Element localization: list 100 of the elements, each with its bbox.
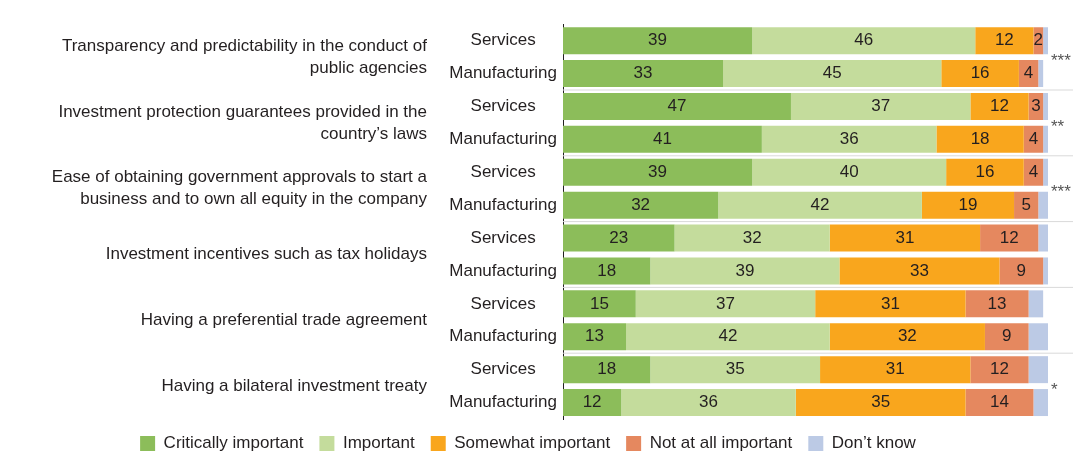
data-label: 9	[1016, 260, 1027, 280]
bar	[563, 356, 651, 384]
bar	[839, 257, 1000, 285]
bar	[1038, 191, 1048, 219]
data-label: 12	[582, 392, 602, 412]
legend-label: Don’t know	[831, 433, 917, 453]
bar	[563, 125, 762, 153]
data-label: 37	[871, 96, 891, 116]
bar	[1028, 356, 1048, 384]
bar	[829, 323, 985, 351]
data-label: 32	[897, 326, 917, 346]
data-label: 4	[1028, 129, 1039, 149]
data-label: 46	[854, 30, 874, 50]
bar	[815, 290, 966, 318]
data-label: 18	[597, 359, 617, 379]
y-tick-label: Manufacturing	[449, 63, 557, 83]
bar	[718, 191, 922, 219]
bar	[1033, 389, 1048, 417]
data-label: 37	[716, 293, 735, 313]
bar	[674, 224, 830, 252]
bar	[921, 191, 1015, 219]
bar	[965, 389, 1034, 417]
bar	[1043, 158, 1048, 186]
legend-label: Somewhat important	[454, 433, 611, 453]
data-label: 35	[725, 359, 745, 379]
bar	[563, 158, 753, 186]
data-label: 33	[633, 63, 653, 83]
data-label: 16	[975, 161, 995, 181]
bar	[563, 92, 791, 120]
data-label: 42	[810, 194, 830, 214]
text: Investment protection guarantees provided in the country’s laws	[58, 101, 427, 143]
data-label: 12	[994, 30, 1014, 50]
data-label: 36	[839, 129, 859, 149]
bar	[795, 389, 966, 417]
legend-label: Not at all important	[649, 433, 793, 453]
data-label: 39	[648, 161, 668, 181]
data-label: 12	[990, 96, 1009, 116]
bar	[563, 60, 724, 88]
data-label: 35	[871, 392, 891, 412]
bar	[563, 224, 675, 252]
bar	[563, 323, 627, 351]
bar	[621, 389, 796, 417]
bar	[936, 125, 1024, 153]
bar	[1043, 92, 1048, 120]
bar	[563, 290, 636, 318]
bar	[984, 323, 1029, 351]
bar	[1043, 27, 1048, 55]
data-label: 42	[718, 326, 738, 346]
data-label: 2	[1033, 30, 1044, 50]
data-label: 32	[631, 194, 651, 214]
bar	[946, 158, 1024, 186]
data-label: 33	[910, 260, 929, 280]
data-label: 3	[1031, 96, 1041, 116]
data-label: 4	[1028, 161, 1039, 181]
y-tick-label: Manufacturing	[449, 129, 557, 149]
data-label: 18	[970, 129, 990, 149]
bar	[829, 224, 981, 252]
legend-label: Important	[342, 433, 415, 453]
bar	[970, 356, 1029, 384]
bar	[752, 158, 947, 186]
bar	[563, 191, 719, 219]
bar	[563, 257, 651, 285]
data-label: 39	[735, 260, 755, 280]
bar	[1038, 60, 1044, 88]
data-label: 32	[742, 227, 762, 247]
bar	[975, 27, 1034, 55]
bar	[790, 92, 971, 120]
bar	[1028, 323, 1048, 351]
bar	[970, 92, 1029, 120]
bar	[723, 60, 942, 88]
bar	[1038, 224, 1048, 252]
text: ***	[1051, 50, 1072, 70]
y-tick-label: Manufacturing	[449, 392, 557, 412]
data-label: 16	[970, 63, 990, 83]
data-label: 40	[839, 161, 859, 181]
data-label: 31	[895, 227, 915, 247]
data-label: 19	[958, 194, 978, 214]
bar	[650, 356, 821, 384]
y-tick-label: Manufacturing	[449, 194, 557, 214]
bar	[1043, 125, 1048, 153]
data-label: 47	[667, 96, 687, 116]
bar	[1043, 257, 1048, 285]
data-label: 9	[1002, 326, 1012, 346]
y-tick-label: Services	[470, 96, 536, 116]
bar	[820, 356, 971, 384]
y-tick-label: Manufacturing	[449, 260, 557, 280]
y-tick-label: Services	[470, 30, 536, 50]
bar	[650, 257, 840, 285]
legend-label: Critically important	[163, 433, 304, 453]
data-label: 41	[652, 129, 672, 149]
text: Having a preferential trade agreement	[140, 309, 428, 329]
bar	[752, 27, 976, 55]
y-tick-label: Manufacturing	[449, 326, 557, 346]
text: ***	[1051, 182, 1072, 202]
data-label: 31	[880, 293, 900, 313]
data-label: 4	[1023, 63, 1034, 83]
data-label: 12	[999, 227, 1019, 247]
bar	[941, 60, 1019, 88]
bar	[999, 257, 1044, 285]
data-label: 5	[1021, 194, 1031, 214]
